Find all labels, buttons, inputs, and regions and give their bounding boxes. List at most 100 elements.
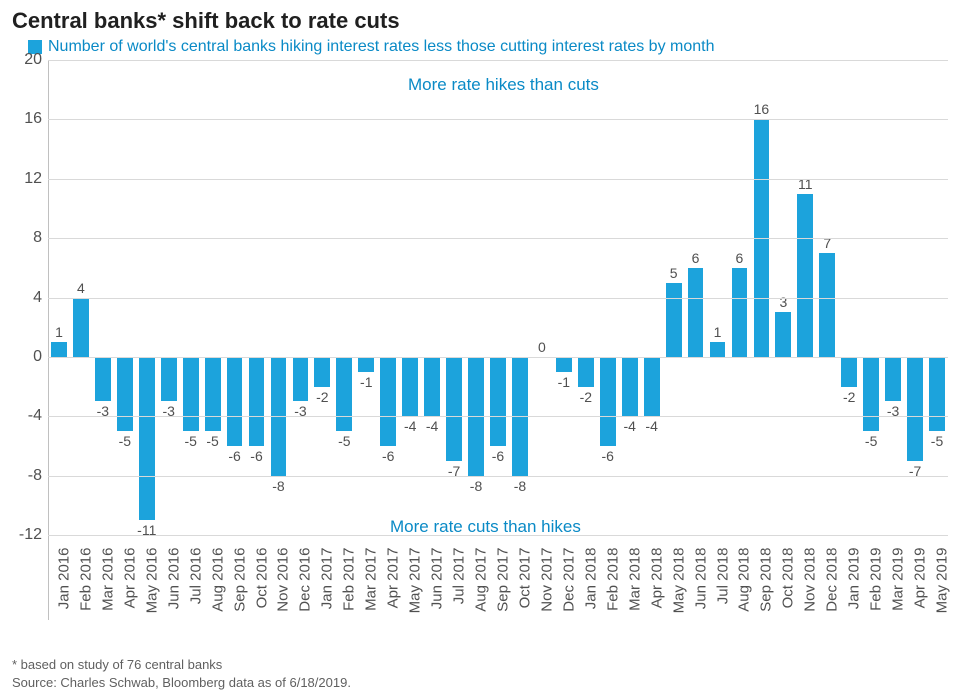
bar-value-label: -5 — [180, 433, 202, 449]
bar — [907, 357, 923, 461]
x-tick-label: Sep 2016 — [231, 548, 248, 612]
y-tick-label: -12 — [19, 526, 48, 544]
y-tick-label: 0 — [33, 348, 48, 366]
bar-value-label: 16 — [750, 101, 772, 117]
bar-value-label: -6 — [246, 448, 268, 464]
gridline — [48, 416, 948, 417]
bar — [732, 268, 748, 357]
legend-label: Number of world's central banks hiking i… — [48, 38, 714, 56]
bar — [644, 357, 660, 416]
y-tick-label: -8 — [28, 467, 48, 485]
gridline — [48, 119, 948, 120]
bar — [336, 357, 352, 431]
x-tick-label: Apr 2017 — [385, 548, 402, 609]
y-tick-label: 16 — [24, 110, 48, 128]
bar — [183, 357, 199, 431]
footnote-source: Source: Charles Schwab, Bloomberg data a… — [12, 675, 351, 690]
y-tick-label: 4 — [33, 289, 48, 307]
x-tick-label: May 2017 — [407, 548, 424, 614]
x-tick-label: Apr 2018 — [648, 548, 665, 609]
x-tick-label: Dec 2016 — [297, 548, 314, 612]
bar-value-label: 5 — [663, 265, 685, 281]
bar — [666, 283, 682, 357]
x-tick-label: Mar 2019 — [890, 548, 907, 611]
y-tick-label: 12 — [24, 170, 48, 188]
bar-value-label: -5 — [202, 433, 224, 449]
bar-value-label: -5 — [860, 433, 882, 449]
bar-value-label: 6 — [728, 250, 750, 266]
x-tick-label: Jan 2019 — [846, 548, 863, 610]
x-tick-label: Dec 2017 — [560, 548, 577, 612]
bar-value-label: 1 — [707, 324, 729, 340]
footnote-study: * based on study of 76 central banks — [12, 657, 222, 672]
x-tick-label: Nov 2016 — [275, 548, 292, 612]
bar — [578, 357, 594, 387]
bar — [117, 357, 133, 431]
annotation-more-hikes: More rate hikes than cuts — [408, 75, 599, 95]
bar — [402, 357, 418, 416]
bar — [51, 342, 67, 357]
bar — [929, 357, 945, 431]
x-tick-label: Sep 2017 — [495, 548, 512, 612]
bar — [314, 357, 330, 387]
y-tick-label: 8 — [33, 229, 48, 247]
x-tick-label: May 2016 — [143, 548, 160, 614]
bar — [688, 268, 704, 357]
bar — [863, 357, 879, 431]
bar-value-label: -4 — [399, 418, 421, 434]
x-tick-label: Jul 2018 — [714, 548, 731, 605]
bar-value-label: -2 — [838, 389, 860, 405]
bar-value-label: -1 — [355, 374, 377, 390]
bar — [841, 357, 857, 387]
bar — [161, 357, 177, 402]
gridline — [48, 357, 948, 358]
bar-value-label: 0 — [531, 339, 553, 355]
bar — [293, 357, 309, 402]
bar — [490, 357, 506, 446]
annotation-more-cuts: More rate cuts than hikes — [390, 517, 581, 537]
bar — [249, 357, 265, 446]
gridline — [48, 298, 948, 299]
bar-value-label: -6 — [597, 448, 619, 464]
x-tick-label: Jul 2017 — [451, 548, 468, 605]
bar-value-label: -5 — [926, 433, 948, 449]
bar-value-label: 6 — [685, 250, 707, 266]
bar — [556, 357, 572, 372]
x-tick-label: Oct 2018 — [780, 548, 797, 609]
bar-value-label: -4 — [641, 418, 663, 434]
x-tick-label: Nov 2017 — [538, 548, 555, 612]
x-tick-label: Feb 2019 — [868, 548, 885, 611]
x-tick-label: Feb 2017 — [341, 548, 358, 611]
x-tick-label: Mar 2018 — [626, 548, 643, 611]
chart-title: Central banks* shift back to rate cuts — [12, 8, 400, 34]
x-tick-label: Dec 2018 — [824, 548, 841, 612]
bar-value-label: 4 — [70, 280, 92, 296]
plot-area: 1Jan 20164Feb 2016-3Mar 2016-5Apr 2016-1… — [48, 60, 948, 620]
legend: Number of world's central banks hiking i… — [28, 38, 714, 56]
bar-value-label: -5 — [114, 433, 136, 449]
bar-value-label: -8 — [465, 478, 487, 494]
chart-frame: { "title": "Central banks* shift back to… — [0, 0, 960, 696]
x-tick-label: Apr 2016 — [121, 548, 138, 609]
bar-value-label: -8 — [268, 478, 290, 494]
bar — [622, 357, 638, 416]
x-tick-label: Jan 2017 — [319, 548, 336, 610]
bar — [710, 342, 726, 357]
gridline — [48, 60, 948, 61]
bar-value-label: -2 — [575, 389, 597, 405]
x-tick-label: Oct 2016 — [253, 548, 270, 609]
gridline — [48, 476, 948, 477]
bar-value-label: -4 — [421, 418, 443, 434]
x-tick-label: Oct 2017 — [516, 548, 533, 609]
bar-value-label: 1 — [48, 324, 70, 340]
bar-value-label: -4 — [619, 418, 641, 434]
x-tick-label: Mar 2017 — [363, 548, 380, 611]
x-tick-label: Aug 2016 — [209, 548, 226, 612]
bar-value-label: -6 — [224, 448, 246, 464]
x-tick-label: Aug 2018 — [736, 548, 753, 612]
x-tick-label: Aug 2017 — [473, 548, 490, 612]
bar — [139, 357, 155, 520]
bar-value-label: -1 — [553, 374, 575, 390]
bar-value-label: -5 — [333, 433, 355, 449]
bar — [95, 357, 111, 402]
